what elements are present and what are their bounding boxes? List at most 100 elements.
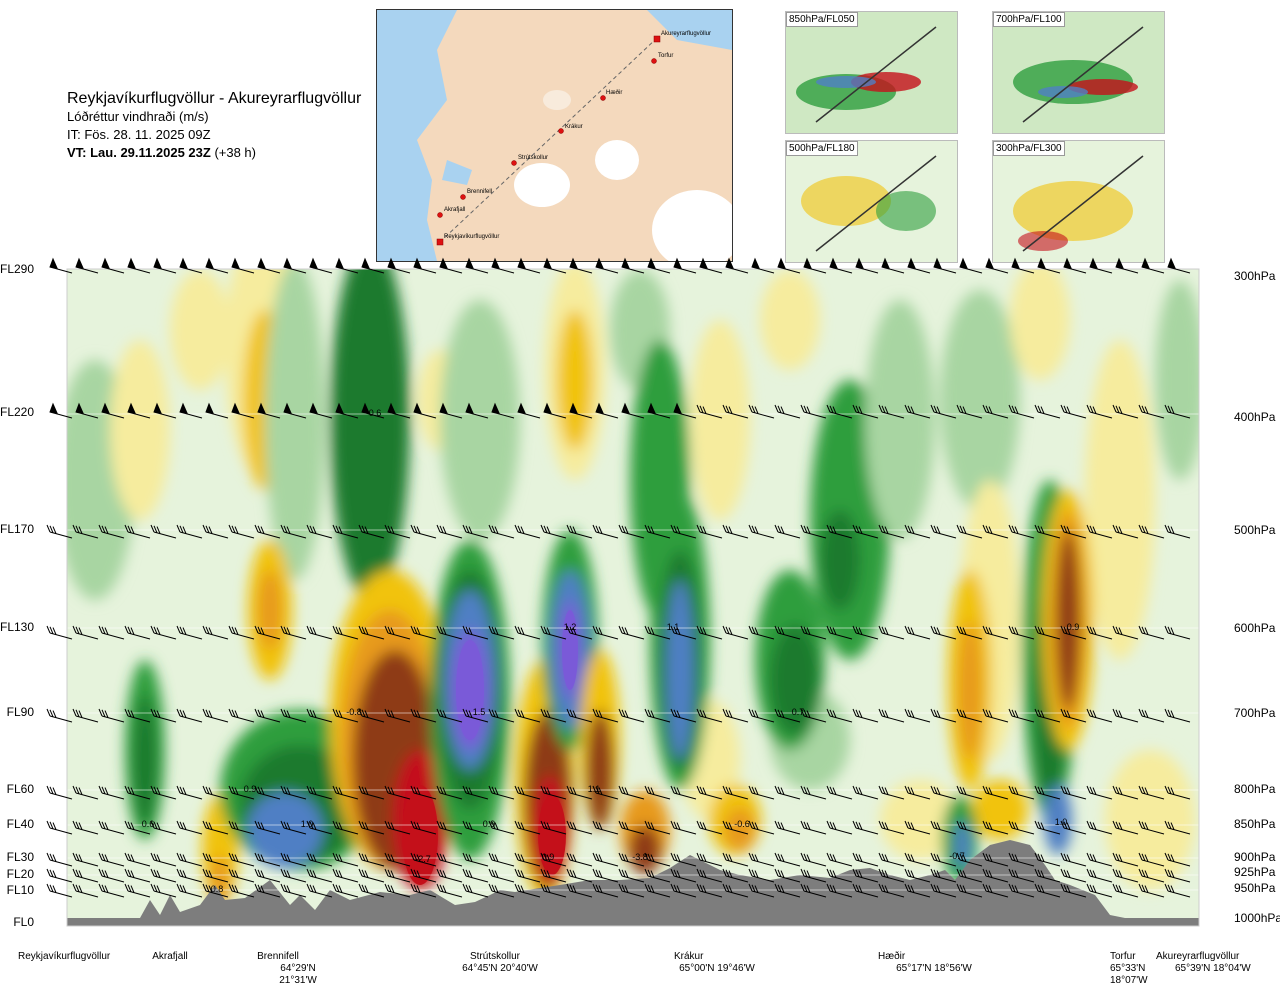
wind-barb (202, 868, 229, 883)
wind-barb (283, 402, 307, 419)
extremum-label: 1.2 (564, 622, 577, 632)
wind-barb (384, 852, 411, 867)
fl-label: FL20 (6, 867, 34, 881)
wind-barb (592, 868, 619, 883)
location-name: Akrafjall (152, 951, 188, 962)
wind-barb (1138, 820, 1165, 835)
map-point-label: Krákur (565, 124, 583, 130)
wind-barb (800, 625, 827, 640)
wind-barb (514, 625, 541, 640)
wind-barb (595, 402, 619, 419)
wind-barb (748, 708, 775, 723)
wind-barb (930, 883, 957, 898)
map-point-label: Torfur (658, 53, 673, 59)
wind-barb (1060, 404, 1087, 419)
pressure-label: 600hPa (1234, 621, 1276, 635)
valid-time: VT: Lau. 29.11.2025 23Z (+38 h) (67, 144, 361, 162)
map-point-label: Brennifell (467, 189, 492, 195)
wind-barb (774, 524, 801, 539)
wind-barb (358, 820, 385, 835)
wind-barb (410, 785, 437, 800)
wind-barb (436, 524, 463, 539)
extremum-label: 0.9 (483, 819, 496, 829)
wind-barb (982, 785, 1009, 800)
wind-barb (1112, 404, 1139, 419)
wind-barb (751, 257, 775, 274)
mini-map-300[interactable]: 300hPa/FL300 (992, 140, 1165, 263)
wind-barb (1034, 852, 1061, 867)
wind-barb (852, 524, 879, 539)
field-cell (1056, 530, 1080, 710)
wind-barb (670, 820, 697, 835)
extremum-label: -2.7 (415, 854, 431, 864)
wind-barb (930, 625, 957, 640)
mini-map-850[interactable]: 850hPa/FL050 (785, 11, 958, 134)
wind-barb (1164, 852, 1191, 867)
wind-barb (540, 625, 567, 640)
location-coord: 65°17'N 18°56'W (896, 963, 972, 974)
wind-barb (774, 883, 801, 898)
wind-barb (1164, 883, 1191, 898)
wind-barb (514, 883, 541, 898)
fl-label: FL130 (0, 620, 35, 634)
wind-barb (956, 868, 983, 883)
wind-barb (332, 852, 359, 867)
wind-barb (540, 524, 567, 539)
wind-barb (46, 625, 73, 640)
wind-barb (956, 820, 983, 835)
wind-barb (228, 524, 255, 539)
field-cell (690, 320, 750, 520)
wind-barb (592, 785, 619, 800)
wind-barb (569, 402, 593, 419)
wind-barb (1060, 852, 1087, 867)
wind-barb (176, 868, 203, 883)
wind-barb (592, 708, 619, 723)
wind-barb (774, 820, 801, 835)
wind-barb (228, 883, 255, 898)
extremum-label: -3.8 (632, 852, 648, 862)
mini-map-500[interactable]: 500hPa/FL180 (785, 140, 958, 263)
wind-barb (1164, 404, 1191, 419)
wind-barb (722, 625, 749, 640)
wind-barb (1138, 883, 1165, 898)
wind-barb (280, 524, 307, 539)
wind-barb (725, 257, 749, 274)
wind-barb (1112, 852, 1139, 867)
wind-barb (309, 402, 333, 419)
wind-barb (306, 868, 333, 883)
pressure-label: 850hPa (1234, 817, 1276, 831)
extremum-label: 0.9 (244, 784, 257, 794)
wind-barb (800, 820, 827, 835)
wind-barb (722, 708, 749, 723)
wind-barb (618, 785, 645, 800)
route-map[interactable]: Reykjavíkurflugvöllur Akrafjall Brennife… (376, 9, 733, 262)
wind-barb (543, 257, 567, 274)
wind-barb (361, 257, 385, 274)
wind-barb (748, 404, 775, 419)
wind-barb (514, 868, 541, 883)
wind-barb (1034, 524, 1061, 539)
location-label: Strútskollur 64°45'N 20°40'W (445, 951, 545, 975)
wind-barb (202, 625, 229, 640)
wind-barb (72, 785, 99, 800)
wind-barb (283, 257, 307, 274)
extremum-label: 0.6 (369, 408, 382, 418)
wind-barb (647, 257, 671, 274)
wind-barb (1164, 524, 1191, 539)
wind-barb (878, 785, 905, 800)
mini-map-700[interactable]: 700hPa/FL100 (992, 11, 1165, 134)
wind-barb (930, 868, 957, 883)
wind-barb (49, 257, 73, 274)
wind-barb (98, 852, 125, 867)
wind-barb (1034, 820, 1061, 835)
field-cell (110, 340, 170, 520)
wind-barb (101, 257, 125, 274)
wind-barb (959, 257, 983, 274)
wind-barb (410, 883, 437, 898)
wind-barb (774, 785, 801, 800)
wind-barb (1011, 257, 1035, 274)
extremum-label: 0.9 (1067, 622, 1080, 632)
wind-barb (956, 785, 983, 800)
wind-barb (410, 868, 437, 883)
